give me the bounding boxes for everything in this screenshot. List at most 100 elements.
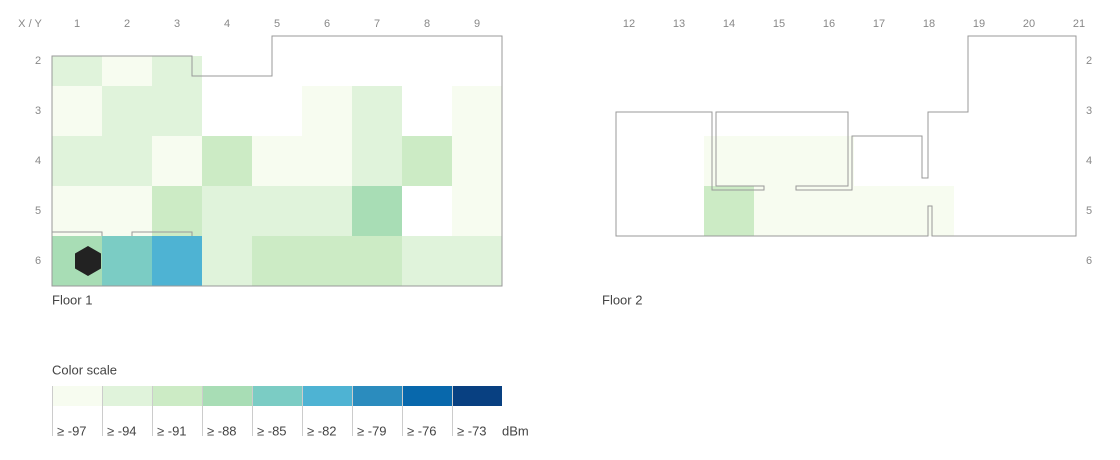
x-tick-label: 20 [1023,18,1035,30]
scale-swatch [302,386,352,406]
x-tick-label: 7 [374,18,380,30]
x-tick-label: 13 [673,18,685,30]
heat-cell [252,186,302,236]
scale-label: ≥ -94 [107,423,137,438]
heat-cell [52,86,102,136]
scale-label: ≥ -88 [207,423,237,438]
scale-label: ≥ -91 [157,423,187,438]
heat-cell [904,186,954,236]
heat-cell [102,56,152,86]
heat-cell [52,56,102,86]
heat-cell [402,236,452,286]
heat-cell [302,136,352,186]
heat-cell [854,186,904,236]
scale-label: ≥ -82 [307,423,337,438]
x-tick-label: 18 [923,18,935,30]
floor-2-plan [615,35,1077,237]
x-tick-label: 2 [124,18,130,30]
scale-label: ≥ -85 [257,423,287,438]
x-tick-label: 15 [773,18,785,30]
scale-label: ≥ -76 [407,423,437,438]
x-tick-label: 19 [973,18,985,30]
x-tick-label: 9 [474,18,480,30]
scale-swatch [252,386,302,406]
y-tick-label: 3 [35,105,41,117]
floor-outline [615,35,1077,237]
heat-cell [302,236,352,286]
x-tick-label: 5 [274,18,280,30]
heat-cell [352,186,402,236]
heat-cell [252,136,302,186]
scale-label: ≥ -73 [457,423,487,438]
heat-cell [202,236,252,286]
heat-cell [102,86,152,136]
scale-swatch [202,386,252,406]
heat-cell [452,186,502,236]
x-tick-label: 6 [324,18,330,30]
heat-cell [102,186,152,236]
heat-cell [452,86,502,136]
x-tick-label: 1 [74,18,80,30]
floor-outline [51,35,503,287]
heat-cell [754,136,804,186]
floor-title: Floor 2 [602,292,642,307]
heat-cell [452,136,502,186]
heat-cell [252,236,302,286]
heat-cell [152,136,202,186]
x-tick-label: 12 [623,18,635,30]
heat-cell [52,136,102,186]
y-tick-label: 4 [35,155,41,167]
scale-unit: dBm [502,423,529,438]
cells [52,56,954,286]
heat-cell [704,186,754,236]
x-tick-label: 4 [224,18,230,30]
y-tick-label: 2 [1086,55,1092,67]
scale-swatch [52,386,102,406]
scale-swatch [102,386,152,406]
heat-cell [152,186,202,236]
y-tick-label: 4 [1086,155,1092,167]
access-point [75,246,101,276]
x-tick-label: 16 [823,18,835,30]
wall [52,231,193,236]
floor-title: Floor 1 [52,292,92,307]
y-tick-label: 2 [35,55,41,67]
floor-1-plan [51,35,503,287]
heat-cell [152,236,202,286]
heat-cell [102,236,152,286]
y-tick-label: 6 [1086,255,1092,267]
x-tick-label: 14 [723,18,735,30]
y-tick-label: 6 [35,255,41,267]
heat-cell [452,236,502,286]
heat-cell [754,186,804,236]
scale-title: Color scale [52,362,117,377]
scale-label: ≥ -97 [57,423,87,438]
scale-swatch [352,386,402,406]
axis-label: X / Y [18,18,42,30]
y-tick-label: 5 [1086,205,1092,217]
heat-cell [152,56,202,86]
heat-cell [202,186,252,236]
heat-cell [302,186,352,236]
heat-cell [202,136,252,186]
scale-swatch [402,386,452,406]
x-tick-label: 8 [424,18,430,30]
heat-cell [152,86,202,136]
heat-cell [804,136,854,186]
heat-cell [352,86,402,136]
x-tick-label: 17 [873,18,885,30]
x-tick-label: 21 [1073,18,1085,30]
y-tick-label: 5 [35,205,41,217]
heat-cell [804,186,854,236]
x-tick-label: 3 [174,18,180,30]
heat-cell [52,186,102,236]
y-tick-label: 3 [1086,105,1092,117]
scale-label: ≥ -79 [357,423,387,438]
heat-cell [302,86,352,136]
scale-swatch [152,386,202,406]
heat-cell [102,136,152,186]
scale-swatch [452,386,502,406]
heat-cell [352,136,402,186]
heat-cell [402,136,452,186]
